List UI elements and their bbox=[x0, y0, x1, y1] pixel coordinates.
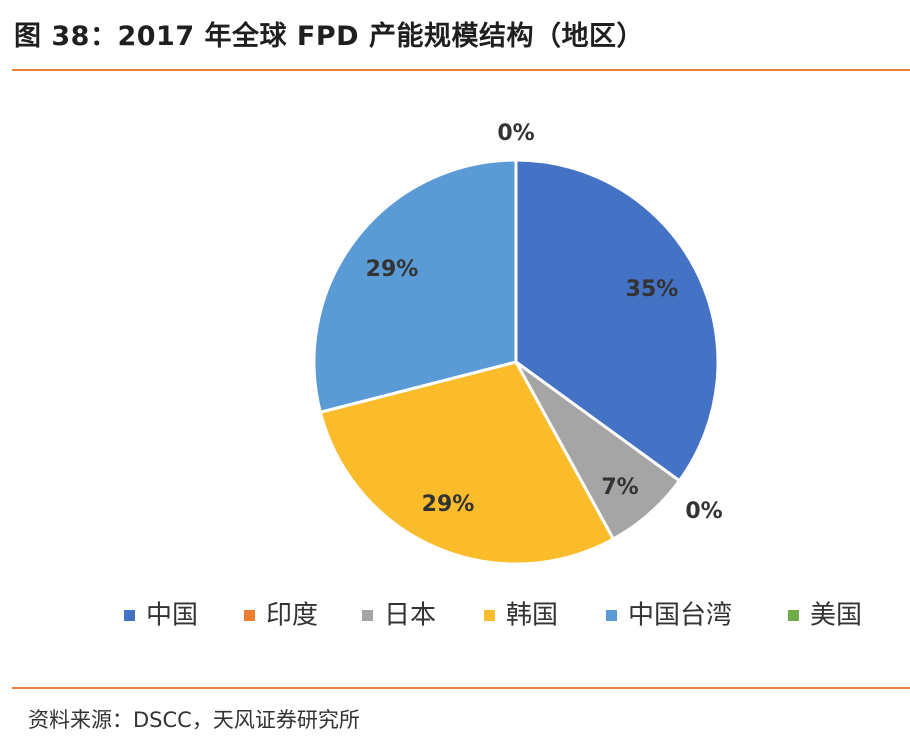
legend-swatch bbox=[362, 610, 373, 621]
source-divider bbox=[12, 687, 910, 689]
data-label-1: 35% bbox=[626, 277, 679, 302]
legend-label: 中国 bbox=[146, 601, 198, 631]
legend-item-4: 韩国 bbox=[484, 601, 558, 631]
legend-swatch bbox=[484, 610, 495, 621]
legend-item-1: 中国 bbox=[124, 601, 198, 631]
legend-item-5: 中国台湾 bbox=[606, 601, 732, 631]
data-label-4: 29% bbox=[422, 492, 475, 517]
title-divider bbox=[12, 69, 910, 71]
data-label-2: 0% bbox=[497, 121, 534, 146]
pie-slice-1 bbox=[514, 158, 720, 483]
legend-swatch bbox=[124, 610, 135, 621]
source-note: 资料来源：DSCC，天风证券研究所 bbox=[28, 708, 360, 732]
legend-swatch bbox=[788, 610, 799, 621]
legend-label: 中国台湾 bbox=[628, 601, 732, 631]
data-label-6: 0% bbox=[685, 499, 722, 524]
legend-item-3: 日本 bbox=[362, 601, 436, 631]
pie-slice-4 bbox=[318, 360, 616, 566]
legend-label: 印度 bbox=[266, 601, 318, 631]
legend-label: 韩国 bbox=[506, 601, 558, 631]
legend-swatch bbox=[244, 610, 255, 621]
legend-item-2: 印度 bbox=[244, 601, 318, 631]
data-label-5: 29% bbox=[366, 257, 419, 282]
pie-slice-5 bbox=[312, 158, 518, 415]
chart-title: 图 38：2017 年全球 FPD 产能规模结构（地区） bbox=[14, 21, 644, 52]
legend-item-6: 美国 bbox=[788, 601, 862, 631]
legend-label: 日本 bbox=[384, 601, 436, 631]
pie-chart: 35% 0% 7% 29% 29% 0% 中国 印度 日本 韩国 中国台湾 美国 bbox=[124, 121, 862, 631]
data-label-3: 7% bbox=[601, 475, 638, 500]
legend-swatch bbox=[606, 610, 617, 621]
legend-label: 美国 bbox=[810, 601, 862, 631]
